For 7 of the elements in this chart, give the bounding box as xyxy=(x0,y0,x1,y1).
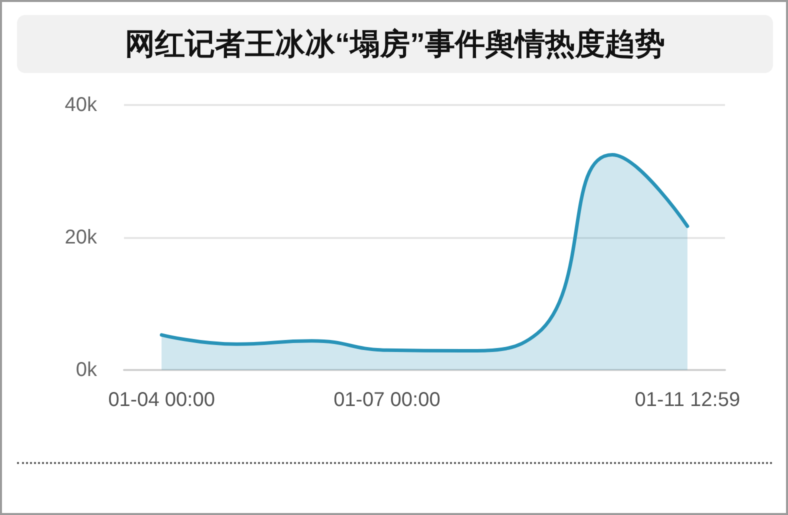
chart-title: 网红记者王冰冰“塌房”事件舆情热度趋势 xyxy=(125,26,665,62)
y-tick-label: 20k xyxy=(64,226,98,248)
y-tick-label: 0k xyxy=(76,359,98,381)
x-tick-label: 01-04 00:00 xyxy=(108,389,215,411)
x-tick-label: 01-07 00:00 xyxy=(334,389,440,411)
y-tick-label: 40k xyxy=(64,94,98,116)
x-tick-label: 01-11 12:59 xyxy=(634,389,740,411)
